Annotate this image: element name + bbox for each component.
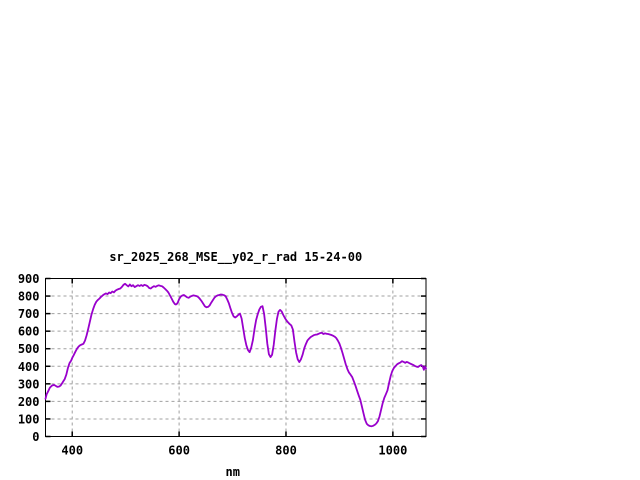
label-layer: 400 600 800 1000 0 100 200 300 400 500 600 700 800 90…: [18, 272, 408, 458]
x-tick-label: 400: [61, 444, 83, 458]
y-tick-label: 200: [18, 395, 40, 409]
y-tick-label: 700: [18, 307, 40, 321]
y-tick-label: 800: [18, 290, 40, 304]
y-tick-label: 0: [32, 430, 39, 444]
x-axis-label: nm: [226, 465, 240, 479]
grid-layer: [45, 278, 426, 437]
y-tick-label: 400: [18, 360, 40, 374]
y-tick-label: 500: [18, 342, 40, 356]
y-tick-label: 100: [18, 412, 40, 426]
y-tick-label: 900: [18, 272, 40, 286]
x-tick-label: 800: [275, 444, 297, 458]
tick-layer: [45, 277, 426, 438]
plot-frame: [45, 278, 427, 437]
x-tick-label: 600: [168, 444, 190, 458]
x-tick-label: 1000: [378, 444, 407, 458]
y-tick-label: 600: [18, 325, 40, 339]
y-tick-label: 300: [18, 377, 40, 391]
spectrum-line: [44, 282, 427, 428]
chart-title: sr_2025_268_MSE__y02_r_rad 15-24-00: [109, 250, 362, 265]
